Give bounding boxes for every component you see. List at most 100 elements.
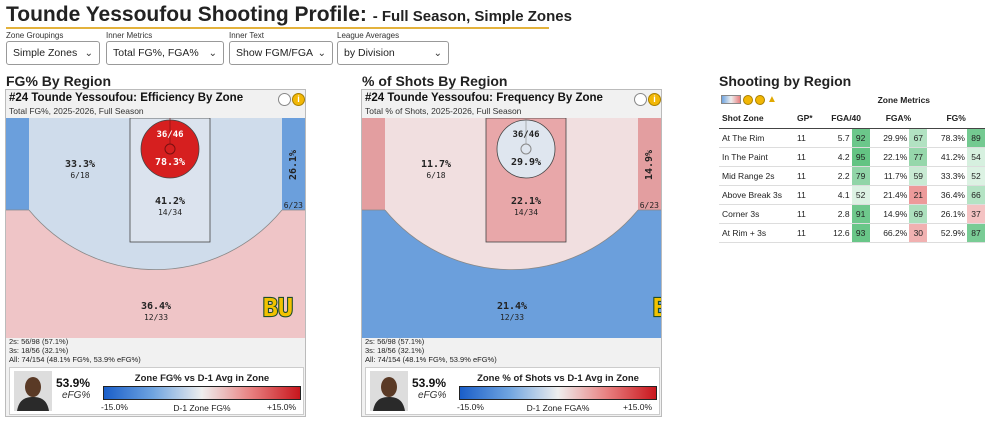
svg-text:BU: BU — [653, 293, 661, 322]
legend-high: +15.0% — [623, 402, 653, 412]
summary-2s: 2s: 56/98 (57.1%) — [365, 337, 425, 346]
efg-value: 53.9% — [56, 376, 91, 390]
table-row[interactable]: At The Rim 11 5.7 92 29.9% 67 78.3% 89 — [719, 128, 985, 148]
corner-three-right-zone[interactable] — [282, 118, 305, 210]
corner-three-left-zone[interactable] — [6, 118, 29, 210]
table-body: At The Rim 11 5.7 92 29.9% 67 78.3% 89 In The Pa… — [719, 128, 985, 243]
gp-cell: 11 — [795, 166, 823, 186]
fg-percentile-cell: 52 — [967, 166, 985, 186]
efg-value: 53.9% — [412, 376, 447, 390]
paint-sub-label: 14/34 — [158, 208, 182, 217]
efficiency-panel: #24 Tounde Yessoufou: Efficiency By Zone… — [5, 89, 306, 417]
color-scale-bar — [103, 386, 301, 400]
inner-text-select[interactable]: Show FGM/FGA ⌄ — [229, 41, 333, 65]
league-averages-value: by Division — [344, 47, 395, 59]
legend-mid: D-1 Zone FGA% — [526, 403, 590, 413]
baylor-logo-icon: BU — [652, 292, 661, 323]
efg-label: eFG% — [62, 390, 91, 401]
player-photo-icon — [370, 371, 408, 411]
gp-cell: 11 — [795, 204, 823, 224]
rim-main-label: 78.3% — [155, 157, 185, 168]
three-point-arc — [384, 209, 639, 271]
baylor-logo-icon: BU — [262, 292, 294, 323]
fga-share-cell: 11.7% — [869, 166, 910, 186]
corner-sub-label: 6/23 — [284, 201, 303, 210]
color-scale-icon[interactable] — [721, 95, 741, 104]
corner-sub-label: 6/23 — [640, 201, 659, 210]
fga40-cell: 2.8 — [822, 204, 852, 224]
fga-share-cell: 29.9% — [869, 128, 910, 148]
toggle-icon[interactable] — [634, 93, 647, 106]
frequency-legend: 53.9% eFG% Zone % of Shots vs D-1 Avg in… — [365, 367, 660, 415]
legend-title: Zone % of Shots vs D-1 Avg in Zone — [477, 373, 639, 384]
fg-cell: 36.4% — [927, 185, 967, 205]
corner-main-label: 14.9% — [644, 150, 655, 180]
summary-3s: 3s: 18/56 (32.1%) — [9, 346, 69, 355]
gp-cell: 11 — [795, 147, 823, 167]
warning-icon[interactable]: ▲ — [767, 94, 777, 105]
fg-cell: 26.1% — [927, 204, 967, 224]
table-row[interactable]: In The Paint 11 4.2 95 22.1% 77 41.2% 54 — [719, 147, 985, 167]
fg-percentile-cell: 66 — [967, 185, 985, 205]
avatar — [14, 371, 52, 411]
toggle-icon[interactable] — [743, 94, 753, 105]
info-icon[interactable]: i — [648, 93, 661, 106]
zone-groupings-select[interactable]: Simple Zones ⌄ — [6, 41, 100, 65]
fga-share-percentile-cell: 21 — [909, 185, 928, 205]
info-icon[interactable] — [755, 94, 765, 105]
fg-percentile-cell: 89 — [967, 128, 985, 148]
corner-three-left-zone[interactable] — [362, 118, 385, 210]
efficiency-summary: 2s: 56/98 (57.1%) 3s: 18/56 (32.1%) All:… — [9, 337, 141, 364]
info-icon[interactable]: i — [292, 93, 305, 106]
frequency-court: 36/46 29.9% 22.1% 14/34 11.7% 6/18 14.9%… — [362, 118, 661, 338]
inner-text-label: Inner Text — [229, 31, 264, 40]
col-shot-zone[interactable]: Shot Zone — [719, 109, 795, 129]
chevron-down-icon: ⌄ — [84, 47, 93, 59]
toggle-icon[interactable] — [278, 93, 291, 106]
efficiency-panel-title: #24 Tounde Yessoufou: Efficiency By Zone — [9, 92, 244, 104]
fg-percentile-cell: 87 — [967, 223, 985, 243]
summary-all: All: 74/154 (48.1% FG%, 53.9% eFG%) — [365, 355, 497, 364]
zone-cell: Mid Range 2s — [719, 166, 795, 186]
fga-share-percentile-cell: 30 — [909, 223, 928, 243]
inner-metrics-select[interactable]: Total FG%, FGA% ⌄ — [106, 41, 224, 65]
table-row[interactable]: Mid Range 2s 11 2.2 79 11.7% 59 33.3% 52 — [719, 166, 985, 186]
chevron-down-icon: ⌄ — [433, 47, 442, 59]
legend-low: -15.0% — [101, 402, 128, 412]
col-fga-pct[interactable]: FGA% — [869, 109, 928, 129]
fga40-percentile-cell: 95 — [851, 147, 870, 167]
efg-label: eFG% — [418, 390, 447, 401]
legend-mid: D-1 Zone FG% — [173, 403, 231, 413]
efficiency-heading: FG% By Region — [6, 73, 112, 89]
gp-cell: 11 — [795, 185, 823, 205]
table-toolbar: ▲ — [719, 90, 795, 109]
table-row[interactable]: Corner 3s 11 2.8 91 14.9% 69 26.1% 37 — [719, 204, 985, 224]
rim-top-label: 36/46 — [512, 130, 539, 140]
fg-cell: 33.3% — [927, 166, 967, 186]
zone-cell: In The Paint — [719, 147, 795, 167]
shooting-table: ▲ Zone Metrics Shot Zone GP* FGA/40 FGA%… — [719, 90, 985, 243]
efficiency-panel-subtitle: Total FG%, 2025-2026, Full Season — [9, 106, 144, 116]
table-row[interactable]: Above Break 3s 11 4.1 52 21.4% 21 36.4% 66 — [719, 185, 985, 205]
fga-share-cell: 22.1% — [869, 147, 910, 167]
col-fg-pct[interactable]: FG% — [927, 109, 985, 129]
table-row[interactable]: At Rim + 3s 11 12.6 93 66.2% 30 52.9% 87 — [719, 223, 985, 243]
fg-cell: 41.2% — [927, 147, 967, 167]
col-gp[interactable]: GP* — [795, 109, 823, 129]
gp-cell: 11 — [795, 128, 823, 148]
corner-three-right-zone[interactable] — [638, 118, 661, 210]
paint-main-label: 22.1% — [511, 196, 541, 207]
league-averages-select[interactable]: by Division ⌄ — [337, 41, 449, 65]
above-sub-label: 12/33 — [144, 313, 168, 322]
three-point-arc — [28, 209, 283, 271]
zone-metrics-header: Zone Metrics — [877, 94, 931, 105]
chevron-down-icon: ⌄ — [317, 47, 326, 59]
title-underline — [6, 27, 549, 29]
above-main-label: 36.4% — [141, 301, 171, 312]
frequency-panel-subtitle: Total % of Shots, 2025-2026, Full Season — [365, 106, 522, 116]
mid-main-label: 11.7% — [421, 159, 451, 170]
inner-metrics-label: Inner Metrics — [106, 31, 153, 40]
col-fga40[interactable]: FGA/40 — [822, 109, 870, 129]
fg-cell: 78.3% — [927, 128, 967, 148]
fga40-cell: 4.1 — [822, 185, 852, 205]
